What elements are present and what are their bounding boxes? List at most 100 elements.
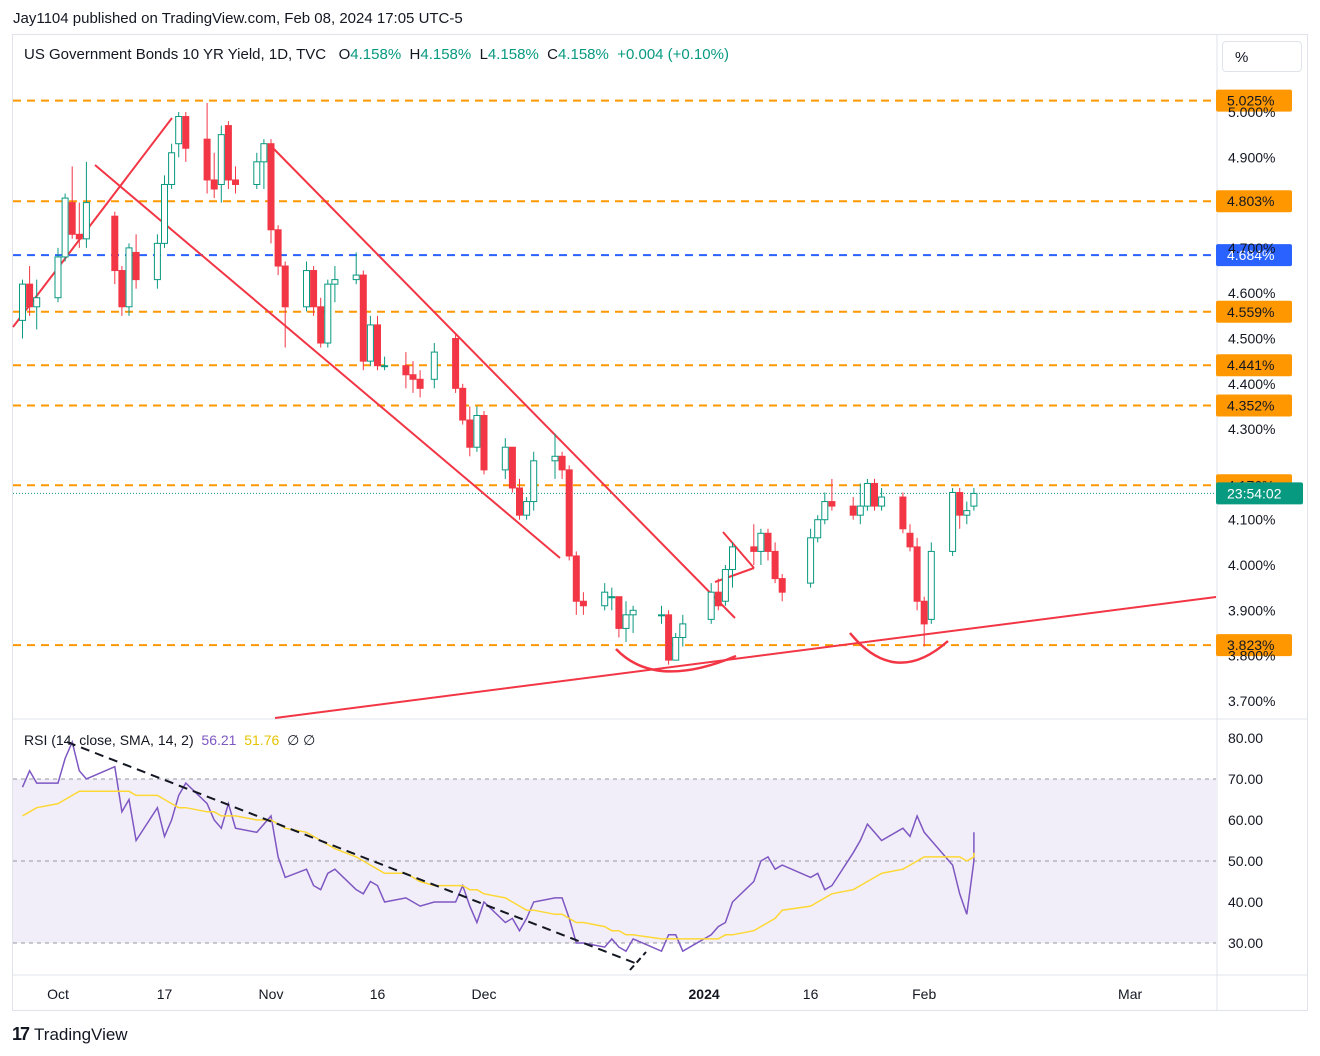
candle-body — [963, 510, 971, 516]
candle-body — [849, 505, 857, 516]
legend-h-value: 4.158% — [420, 46, 472, 63]
candle-body — [111, 215, 119, 272]
price-tick-label: 4.100% — [1228, 512, 1275, 528]
candle-body — [19, 283, 26, 321]
rsi-legend-label: RSI (14, close, SMA, 14, 2) — [24, 732, 194, 748]
time-tick-label: Feb — [912, 986, 936, 1002]
candle-body — [956, 492, 964, 516]
time-tick-label: 16 — [370, 986, 386, 1002]
candle-body — [153, 242, 161, 281]
rsi-line — [21, 739, 975, 953]
candle-body — [317, 306, 325, 344]
candle-body — [232, 179, 239, 185]
candle-body — [466, 419, 474, 448]
rsi-legend: RSI (14, close, SMA, 14, 2) 56.21 51.76 … — [24, 732, 315, 749]
level-price-tag — [1216, 244, 1292, 267]
candle-body — [224, 125, 232, 181]
time-tick-label: 17 — [157, 986, 173, 1002]
candle-body — [807, 537, 815, 584]
rsi-tick-label: 50.00 — [1228, 853, 1263, 869]
channel-lower-line — [94, 164, 561, 559]
rsi-tick-label: 70.00 — [1228, 771, 1263, 787]
last-price-tag — [1216, 482, 1303, 505]
rsi-tick-label: 30.00 — [1228, 935, 1263, 951]
level-price-label: 4.352% — [1227, 398, 1274, 414]
candle-body — [125, 247, 133, 308]
candle-body — [530, 460, 538, 503]
horizontal-levels: 5.025%4.803%4.684%4.559%4.441%4.352%4.17… — [13, 89, 1303, 657]
candle-body — [473, 415, 481, 448]
rsi-tick-label: 40.00 — [1228, 894, 1263, 910]
level-price-tag — [1216, 394, 1292, 417]
candle-body — [61, 197, 69, 258]
candle-body — [714, 591, 722, 607]
rsi-sma-line — [22, 790, 975, 940]
candle-body — [68, 202, 76, 235]
candle-body — [572, 555, 580, 602]
level-price-label: 4.559% — [1227, 304, 1274, 320]
candle-body — [267, 143, 275, 231]
tradingview-logo-text: TradingView — [34, 1024, 128, 1044]
rsi-legend-sma: 51.76 — [244, 732, 280, 748]
candle-body — [366, 324, 374, 362]
candle-body — [416, 378, 424, 389]
candle-body — [949, 492, 957, 552]
support-trend-line — [274, 596, 1217, 719]
candle-body — [658, 614, 665, 617]
price-tick-label: 4.000% — [1228, 557, 1275, 573]
legend-h-label: H — [409, 46, 421, 63]
level-price-label: 4.803% — [1227, 193, 1274, 209]
candle-body — [750, 546, 758, 552]
candle-body — [253, 161, 261, 185]
rsi-legend-value: 56.21 — [201, 732, 237, 748]
candle-body — [75, 233, 83, 240]
candle-body — [970, 492, 978, 507]
candle-body — [629, 609, 637, 616]
candle-body — [310, 270, 318, 308]
level-price-tag — [1216, 354, 1292, 377]
candle-body — [516, 487, 523, 516]
tradingview-logo[interactable]: 17 TradingView — [12, 1024, 128, 1045]
price-tick-label: 3.900% — [1228, 602, 1275, 618]
candle-body — [26, 283, 34, 308]
bottom-arc-left — [615, 648, 737, 673]
time-tick-label: 2024 — [689, 986, 720, 1002]
level-price-tag — [1216, 190, 1292, 213]
candle-body — [920, 600, 928, 625]
candle-body — [374, 324, 381, 367]
candle-body — [175, 116, 183, 145]
price-tick-label: 3.700% — [1228, 693, 1275, 709]
rsi-trend-line — [66, 741, 641, 966]
candle-body — [906, 532, 914, 548]
candle-body — [480, 415, 488, 471]
candle-body — [508, 446, 516, 489]
rsi-pane — [13, 739, 1216, 971]
candle-body — [459, 387, 467, 421]
candle-body — [523, 501, 531, 516]
candle-body — [118, 270, 126, 308]
flag-line-upper — [722, 531, 755, 569]
legend-change: +0.004 (+0.10%) — [617, 46, 729, 63]
candle-body — [303, 270, 310, 308]
candle-body — [558, 455, 566, 471]
percent-scale-button[interactable]: % — [1222, 41, 1302, 72]
candle-body — [381, 365, 389, 368]
candle-body — [409, 374, 417, 380]
price-tick-label: 4.500% — [1228, 331, 1275, 347]
candle-body — [82, 202, 90, 240]
time-tick-label: 16 — [803, 986, 819, 1002]
candle-body — [352, 274, 360, 281]
candle-body — [814, 519, 822, 539]
candle-body — [359, 274, 367, 362]
candle-body — [672, 636, 680, 661]
trend-drawings — [12, 117, 1217, 719]
legend-symbol: US Government Bonds 10 YR Yield, 1D, TVC — [24, 46, 327, 63]
candle-body — [871, 482, 878, 507]
candle-body — [324, 283, 332, 344]
price-tick-label: 5.000% — [1228, 104, 1275, 120]
axis-labels: 5.000% 4.900% 4.700% 4.600% 4.500% 4.400% 4.30… — [47, 104, 1275, 1002]
candle-body — [430, 351, 438, 380]
candle-body — [729, 546, 736, 571]
candle-body — [132, 251, 140, 281]
